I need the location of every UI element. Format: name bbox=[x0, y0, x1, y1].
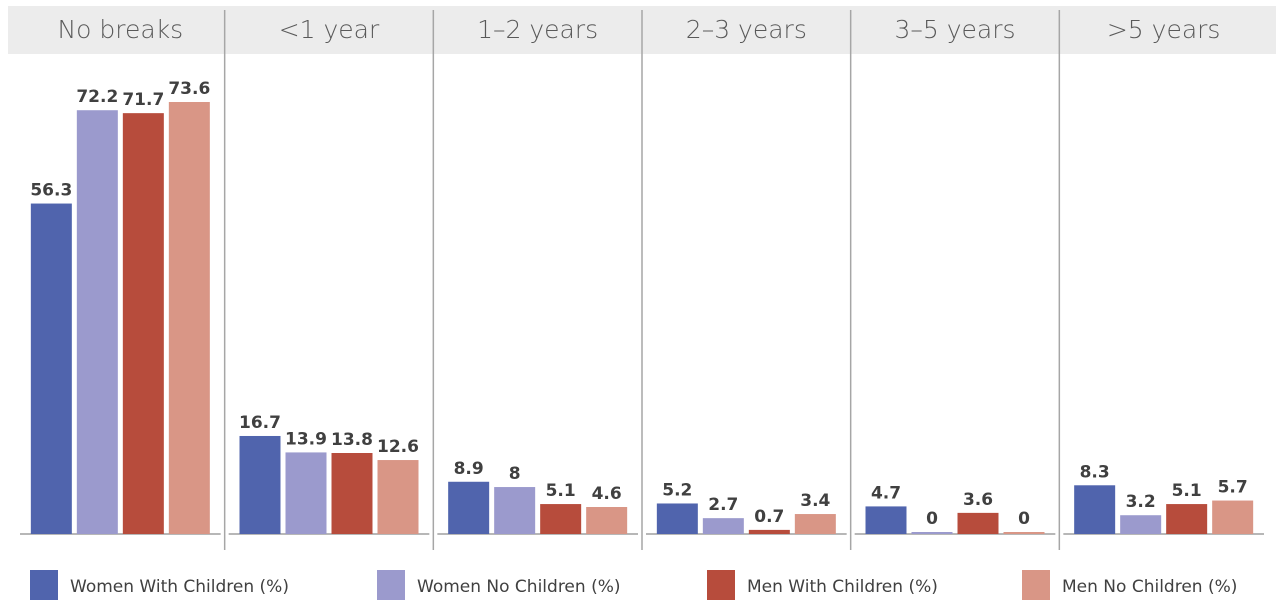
data-label: 5.1 bbox=[1172, 481, 1202, 501]
legend-swatch bbox=[1022, 570, 1050, 600]
bar bbox=[285, 452, 327, 534]
data-label: 56.3 bbox=[30, 181, 72, 201]
data-label: 4.6 bbox=[592, 484, 622, 504]
data-label: 8 bbox=[509, 464, 521, 484]
bar bbox=[911, 532, 953, 534]
category-label: No breaks bbox=[57, 15, 183, 44]
data-label: 5.7 bbox=[1218, 478, 1248, 498]
legend: Women With Children (%) Women No Children… bbox=[30, 570, 1237, 600]
bar bbox=[168, 102, 210, 534]
data-label: 4.7 bbox=[871, 483, 901, 503]
bar bbox=[239, 435, 281, 534]
bar bbox=[76, 110, 118, 534]
category-dividers bbox=[223, 10, 1061, 550]
data-label: 8.9 bbox=[454, 459, 484, 479]
bar bbox=[331, 453, 373, 534]
bar bbox=[865, 506, 907, 534]
bars bbox=[30, 102, 1254, 535]
data-label: 16.7 bbox=[239, 413, 281, 433]
legend-swatch bbox=[30, 570, 58, 600]
bar bbox=[1120, 515, 1162, 534]
data-label: 13.8 bbox=[331, 430, 373, 450]
data-label: 12.6 bbox=[377, 437, 419, 457]
bar bbox=[702, 518, 744, 534]
data-label: 72.2 bbox=[76, 87, 118, 107]
category-labels: No breaks <1 year 1–2 years 2–3 years 3–5 ye… bbox=[57, 15, 1220, 44]
bar bbox=[1003, 532, 1045, 534]
bar bbox=[1212, 500, 1254, 534]
data-label: 73.6 bbox=[168, 79, 210, 99]
legend-label: Women With Children (%) bbox=[70, 577, 289, 597]
legend-label: Women No Children (%) bbox=[417, 577, 621, 597]
bar bbox=[794, 514, 836, 534]
data-label: 13.9 bbox=[285, 429, 327, 449]
data-label: 3.6 bbox=[963, 490, 993, 510]
data-label: 3.4 bbox=[800, 491, 830, 511]
bar bbox=[656, 503, 698, 534]
data-label: 0 bbox=[1018, 509, 1030, 529]
bar bbox=[1074, 485, 1116, 534]
legend-swatch bbox=[377, 570, 405, 600]
bar bbox=[540, 504, 582, 534]
bar bbox=[377, 460, 419, 534]
bar bbox=[30, 203, 72, 535]
category-label: <1 year bbox=[279, 15, 380, 44]
data-label: 3.2 bbox=[1126, 492, 1156, 512]
data-label: 0 bbox=[926, 509, 938, 529]
bar bbox=[748, 529, 790, 534]
data-label: 5.2 bbox=[662, 480, 692, 500]
legend-label: Men No Children (%) bbox=[1062, 577, 1237, 597]
bar bbox=[122, 113, 164, 535]
bar bbox=[586, 507, 628, 534]
category-label: 1–2 years bbox=[477, 15, 598, 44]
data-label: 2.7 bbox=[708, 495, 738, 515]
bar bbox=[448, 481, 490, 534]
bar bbox=[957, 512, 999, 534]
data-label: 5.1 bbox=[546, 481, 576, 501]
bar bbox=[1166, 504, 1208, 534]
data-label: 0.7 bbox=[754, 507, 784, 527]
legend-swatch bbox=[707, 570, 735, 600]
category-label: >5 years bbox=[1107, 15, 1221, 44]
value-labels: 56.3 72.2 71.773.6 16.713.9 13.8 12.6 8.9 8 5.1 4… bbox=[30, 79, 1247, 529]
data-label: 71.7 bbox=[122, 90, 164, 110]
legend-label: Men With Children (%) bbox=[747, 577, 938, 597]
bar bbox=[494, 487, 536, 534]
data-label: 8.3 bbox=[1080, 462, 1110, 482]
category-label: 3–5 years bbox=[894, 15, 1015, 44]
category-label: 2–3 years bbox=[686, 15, 807, 44]
